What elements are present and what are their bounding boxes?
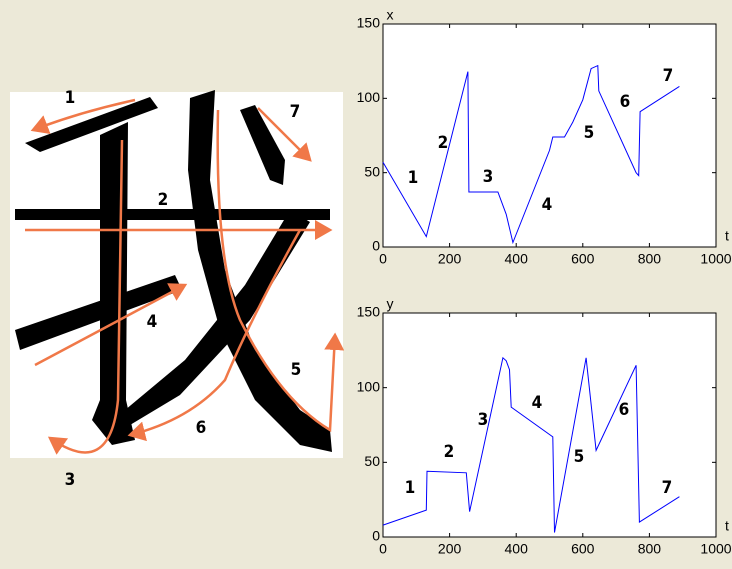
stroke-label: 7 — [290, 102, 301, 122]
x-tick-label: 0 — [379, 541, 387, 557]
segment-label: 2 — [444, 442, 455, 462]
segment-label: 5 — [584, 123, 595, 143]
segment-label: 2 — [438, 133, 449, 153]
segment-label: 6 — [620, 92, 631, 112]
x-tick-label: 0 — [379, 251, 387, 267]
stroke-label: 4 — [147, 312, 158, 332]
segment-label: 7 — [662, 478, 673, 498]
segment-label: 6 — [619, 400, 630, 420]
y-tick-label: 150 — [357, 304, 381, 320]
segment-label: 7 — [663, 66, 674, 86]
x-tick-label: 400 — [505, 541, 529, 557]
y-tick-label: 150 — [357, 15, 381, 31]
y-tick-label: 100 — [357, 89, 381, 105]
stroke-label: 5 — [291, 360, 302, 380]
segment-label: 3 — [478, 410, 489, 430]
figure: 1234567 05010015002004006008001000xt1234… — [0, 0, 732, 569]
segment-label: 3 — [483, 167, 494, 187]
stroke-label: 6 — [196, 418, 207, 438]
segment-label: 4 — [542, 195, 553, 215]
x-tick-label: 800 — [638, 541, 662, 557]
y-axis-label: x — [387, 7, 394, 23]
y-axis-label: y — [387, 296, 394, 312]
x-tick-label: 600 — [571, 541, 595, 557]
x-tick-label: 200 — [438, 251, 462, 267]
x-tick-label: 800 — [638, 251, 662, 267]
segment-label: 5 — [574, 447, 585, 467]
x-tick-label: 400 — [505, 251, 529, 267]
plot-area — [383, 313, 716, 537]
y-tick-label: 100 — [357, 378, 381, 394]
segment-label: 1 — [408, 168, 419, 188]
y-tick-label: 50 — [364, 163, 380, 179]
segment-label: 1 — [405, 478, 416, 498]
x-axis-label: t — [725, 228, 729, 244]
stroke-label: 2 — [158, 190, 169, 210]
y-tick-label: 50 — [364, 453, 380, 469]
x-axis-label: t — [725, 518, 729, 534]
x-tick-label: 200 — [438, 541, 462, 557]
stroke-label: 1 — [65, 88, 76, 108]
x-tick-label: 1000 — [700, 541, 731, 557]
x-tick-label: 600 — [571, 251, 595, 267]
stroke-label: 3 — [65, 470, 76, 490]
segment-label: 4 — [532, 393, 543, 413]
character-image — [10, 90, 343, 458]
x-tick-label: 1000 — [700, 251, 731, 267]
